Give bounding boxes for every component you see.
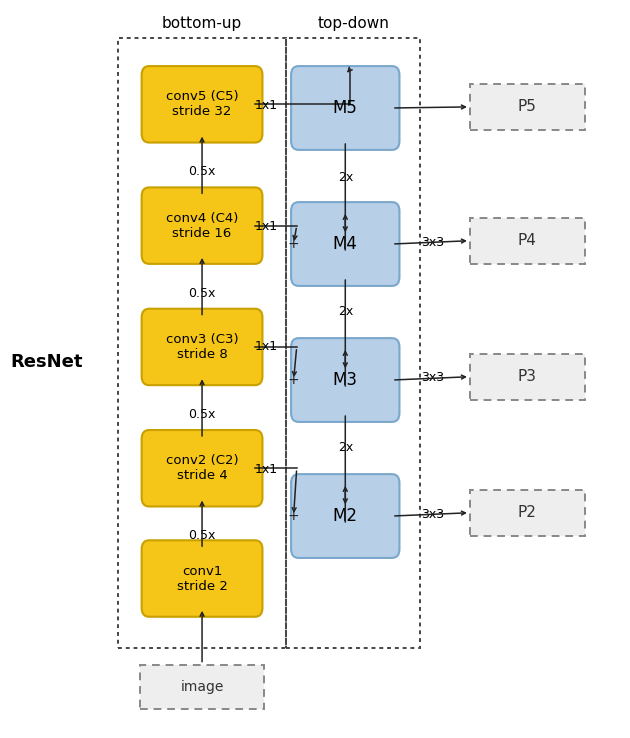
- Text: 2x: 2x: [338, 171, 353, 184]
- FancyBboxPatch shape: [142, 430, 263, 506]
- FancyBboxPatch shape: [142, 187, 263, 264]
- Text: ResNet: ResNet: [10, 353, 83, 370]
- FancyBboxPatch shape: [142, 66, 263, 142]
- Text: M3: M3: [333, 371, 358, 389]
- Bar: [470, 489, 585, 536]
- Text: 1x1: 1x1: [255, 463, 278, 476]
- Text: 0.5x: 0.5x: [188, 287, 215, 300]
- Text: 3x3: 3x3: [421, 508, 444, 521]
- FancyBboxPatch shape: [291, 474, 399, 558]
- FancyBboxPatch shape: [142, 540, 263, 617]
- Text: 1x1: 1x1: [255, 100, 278, 112]
- Text: 1x1: 1x1: [255, 220, 278, 233]
- Text: conv2 (C2)
stride 4: conv2 (C2) stride 4: [166, 455, 238, 482]
- FancyBboxPatch shape: [291, 66, 399, 150]
- Text: conv1
stride 2: conv1 stride 2: [176, 565, 227, 593]
- FancyBboxPatch shape: [291, 338, 399, 422]
- Bar: [470, 83, 585, 130]
- Text: 0.5x: 0.5x: [188, 165, 215, 179]
- Text: +: +: [288, 373, 299, 387]
- Bar: [470, 218, 585, 264]
- Text: top-down: top-down: [318, 16, 389, 31]
- Text: 0.5x: 0.5x: [188, 529, 215, 542]
- Text: +: +: [288, 237, 299, 251]
- Bar: [470, 354, 585, 400]
- Text: 0.5x: 0.5x: [188, 408, 215, 421]
- Text: M4: M4: [333, 235, 358, 253]
- Text: P5: P5: [518, 100, 537, 114]
- Text: image: image: [180, 680, 224, 694]
- Text: conv5 (C5)
stride 32: conv5 (C5) stride 32: [166, 90, 238, 118]
- Text: M5: M5: [333, 99, 358, 117]
- Text: P4: P4: [518, 233, 537, 248]
- Text: 2x: 2x: [338, 441, 353, 454]
- Bar: [140, 664, 265, 708]
- Text: conv3 (C3)
stride 8: conv3 (C3) stride 8: [166, 333, 238, 361]
- Text: P2: P2: [518, 506, 537, 520]
- Bar: [118, 38, 286, 649]
- Text: M2: M2: [333, 507, 358, 525]
- FancyBboxPatch shape: [291, 202, 399, 286]
- Text: conv4 (C4)
stride 16: conv4 (C4) stride 16: [166, 212, 238, 240]
- FancyBboxPatch shape: [142, 308, 263, 385]
- Text: 3x3: 3x3: [421, 236, 444, 249]
- Text: 2x: 2x: [338, 305, 353, 318]
- Text: 3x3: 3x3: [421, 371, 444, 384]
- Bar: [286, 38, 420, 649]
- Text: P3: P3: [518, 369, 537, 384]
- Text: +: +: [288, 509, 299, 523]
- Text: 1x1: 1x1: [255, 340, 278, 354]
- Text: bottom-up: bottom-up: [162, 16, 242, 31]
